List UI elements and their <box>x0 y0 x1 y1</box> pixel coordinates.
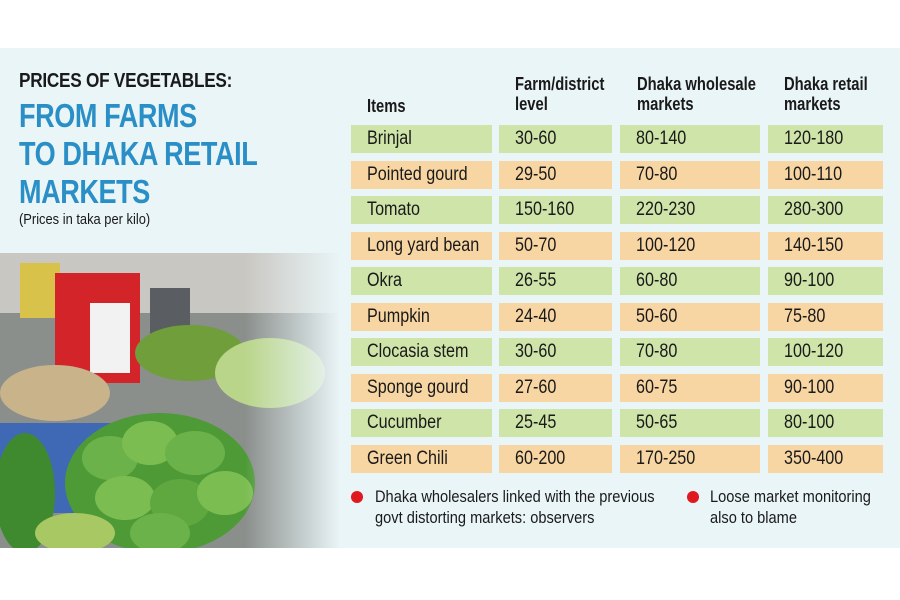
table-cell-text: 90-100 <box>784 377 835 398</box>
table-cell-text: 140-150 <box>784 235 844 256</box>
table-cell-retail: 350-400 <box>768 445 883 473</box>
table-cell-item: Green Chili <box>351 445 492 473</box>
table-cell-text: 150-160 <box>515 199 575 220</box>
table-cell-farm: 29-50 <box>499 161 612 189</box>
table-cell-retail: 90-100 <box>768 267 883 295</box>
table-cell-text: Okra <box>367 270 403 291</box>
table-cell-item: Brinjal <box>351 125 492 153</box>
table-cell-retail: 90-100 <box>768 374 883 402</box>
table-cell-retail: 80-100 <box>768 409 883 437</box>
table-cell-text: 30-60 <box>515 128 557 149</box>
table-cell-text: Long yard bean <box>367 235 480 256</box>
table-cell-item: Sponge gourd <box>351 374 492 402</box>
table-cell-text: 60-80 <box>636 270 678 291</box>
table-cell-wholesale: 220-230 <box>620 196 760 224</box>
table-cell-text: Clocasia stem <box>367 341 469 362</box>
table-cell-text: 280-300 <box>784 199 844 220</box>
bullet-icon <box>351 491 363 503</box>
table-cell-text: 100-110 <box>784 164 843 185</box>
unit-note: (Prices in taka per kilo) <box>19 211 151 228</box>
table-cell-item: Clocasia stem <box>351 338 492 366</box>
table-cell-text: 50-65 <box>636 412 678 433</box>
table-cell-item: Long yard bean <box>351 232 492 260</box>
table-cell-text: 60-75 <box>636 377 678 398</box>
table-cell-text: 70-80 <box>636 164 678 185</box>
table-cell-wholesale: 80-140 <box>620 125 760 153</box>
infographic-panel: PRICES OF VEGETABLES: FROM FARMS TO DHAK… <box>0 48 900 548</box>
table-cell-farm: 150-160 <box>499 196 612 224</box>
table-cell-text: Cucumber <box>367 412 442 433</box>
table-cell-text: 350-400 <box>784 448 844 469</box>
table-cell-text: 29-50 <box>515 164 557 185</box>
title-line-3: MARKETS <box>19 173 150 210</box>
table-cell-text: 70-80 <box>636 341 678 362</box>
table-cell-text: Tomato <box>367 199 420 220</box>
table-cell-wholesale: 70-80 <box>620 161 760 189</box>
col-header-farm: Farm/district level <box>515 74 605 114</box>
table-cell-farm: 27-60 <box>499 374 612 402</box>
table-cell-retail: 120-180 <box>768 125 883 153</box>
table-cell-retail: 140-150 <box>768 232 883 260</box>
title-line-2: TO DHAKA RETAIL <box>19 135 258 172</box>
table-cell-wholesale: 100-120 <box>620 232 760 260</box>
table-cell-text: 25-45 <box>515 412 557 433</box>
table-cell-item: Tomato <box>351 196 492 224</box>
table-cell-farm: 25-45 <box>499 409 612 437</box>
table-cell-retail: 100-120 <box>768 338 883 366</box>
table-cell-item: Cucumber <box>351 409 492 437</box>
table-cell-text: 24-40 <box>515 306 557 327</box>
table-cell-text: 26-55 <box>515 270 557 291</box>
table-cell-item: Pointed gourd <box>351 161 492 189</box>
table-cell-text: Brinjal <box>367 128 412 149</box>
footnote-monitoring: Loose market monitoring also to blame <box>710 487 871 527</box>
table-cell-text: 100-120 <box>636 235 696 256</box>
table-cell-farm: 30-60 <box>499 338 612 366</box>
table-cell-item: Pumpkin <box>351 303 492 331</box>
col-header-wholesale: Dhaka wholesale markets <box>637 74 756 114</box>
col-header-items: Items <box>367 96 406 116</box>
table-cell-wholesale: 70-80 <box>620 338 760 366</box>
bullet-icon <box>687 491 699 503</box>
table-cell-text: Pointed gourd <box>367 164 468 185</box>
col-header-retail: Dhaka retail markets <box>784 74 868 114</box>
table-cell-text: Pumpkin <box>367 306 430 327</box>
table-cell-wholesale: 60-80 <box>620 267 760 295</box>
table-cell-text: 50-60 <box>636 306 678 327</box>
table-cell-text: Sponge gourd <box>367 377 469 398</box>
table-cell-retail: 100-110 <box>768 161 883 189</box>
table-cell-wholesale: 60-75 <box>620 374 760 402</box>
table-cell-farm: 30-60 <box>499 125 612 153</box>
table-cell-text: Green Chili <box>367 448 448 469</box>
table-cell-text: 90-100 <box>784 270 835 291</box>
table-cell-text: 50-70 <box>515 235 557 256</box>
footnote-wholesalers: Dhaka wholesalers linked with the previo… <box>375 487 655 527</box>
table-cell-farm: 60-200 <box>499 445 612 473</box>
table-cell-text: 80-140 <box>636 128 687 149</box>
table-cell-text: 170-250 <box>636 448 696 469</box>
table-cell-text: 30-60 <box>515 341 557 362</box>
table-cell-text: 60-200 <box>515 448 566 469</box>
table-cell-farm: 50-70 <box>499 232 612 260</box>
table-cell-retail: 280-300 <box>768 196 883 224</box>
table-cell-wholesale: 170-250 <box>620 445 760 473</box>
table-cell-retail: 75-80 <box>768 303 883 331</box>
table-cell-text: 80-100 <box>784 412 835 433</box>
table-cell-farm: 24-40 <box>499 303 612 331</box>
table-cell-text: 220-230 <box>636 199 696 220</box>
table-cell-text: 120-180 <box>784 128 844 149</box>
table-cell-text: 27-60 <box>515 377 557 398</box>
table-cell-wholesale: 50-65 <box>620 409 760 437</box>
table-cell-text: 100-120 <box>784 341 844 362</box>
title-small: PRICES OF VEGETABLES: <box>19 70 233 92</box>
table-cell-text: 75-80 <box>784 306 826 327</box>
table-cell-farm: 26-55 <box>499 267 612 295</box>
title-line-1: FROM FARMS <box>19 97 197 134</box>
table-cell-item: Okra <box>351 267 492 295</box>
table-cell-wholesale: 50-60 <box>620 303 760 331</box>
vegetable-market-photo <box>0 253 340 548</box>
